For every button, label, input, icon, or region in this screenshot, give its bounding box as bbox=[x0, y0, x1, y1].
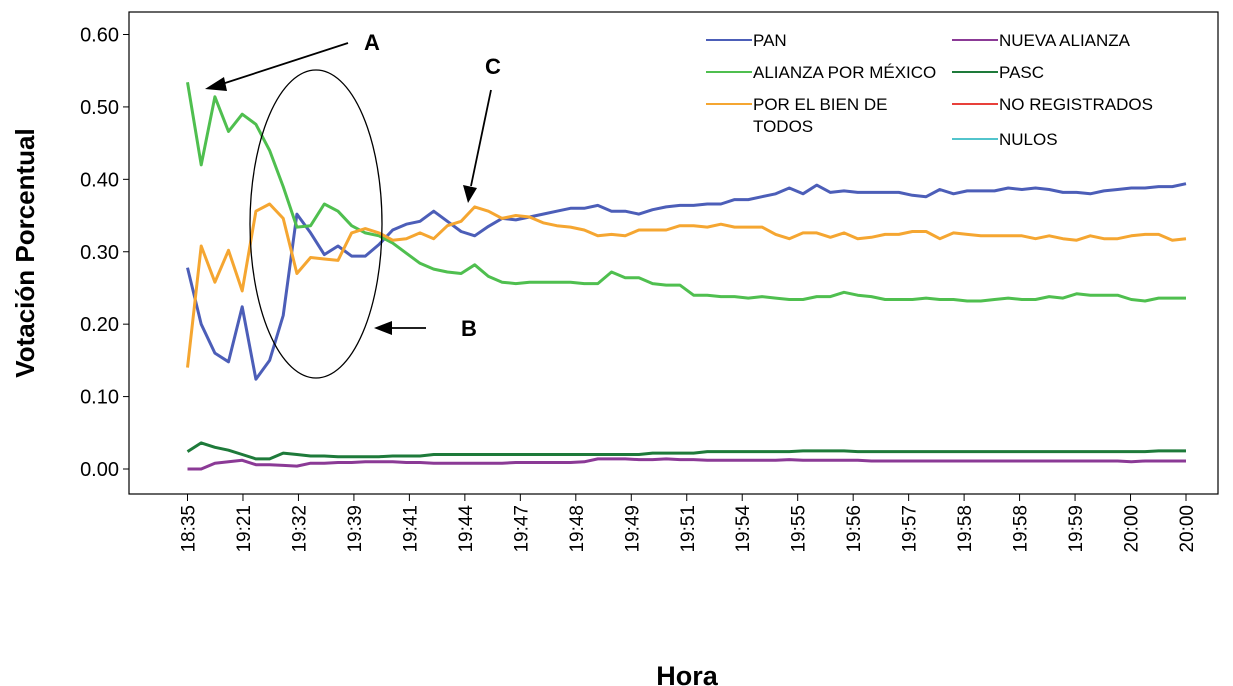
y-tick-label: 0.20 bbox=[80, 314, 119, 336]
arrow-c-line bbox=[470, 89, 492, 187]
y-tick-label: 0.00 bbox=[80, 459, 119, 481]
x-tick-label: 19:58 bbox=[1011, 505, 1032, 553]
arrow-a-line bbox=[221, 42, 349, 85]
x-tick-label: 19:55 bbox=[789, 505, 810, 553]
legend-label-nueva-alianza: NUEVA ALIANZA bbox=[999, 31, 1131, 50]
x-tick-label: 19:56 bbox=[844, 505, 865, 553]
series-line-alianza-por-m-xico bbox=[186, 82, 1186, 303]
annotations: A B C bbox=[205, 30, 501, 379]
y-axis-title: Votación Porcentual bbox=[10, 128, 40, 377]
y-tick-label: 0.50 bbox=[80, 97, 119, 119]
x-axis: 18:35 19:21 19:32 19:39 19:41 19:44 19:47 19:48… bbox=[179, 494, 1198, 553]
series-line-nueva-alianza bbox=[187, 457, 1186, 471]
y-tick-label: 0.40 bbox=[80, 169, 119, 191]
arrow-c-head bbox=[463, 185, 477, 203]
x-tick-label: 19:49 bbox=[622, 505, 643, 553]
x-tick-label: 19:44 bbox=[456, 505, 477, 553]
annotation-label-c: C bbox=[485, 54, 501, 79]
x-tick-label: 19:59 bbox=[1066, 505, 1087, 553]
series-line-pasc bbox=[186, 441, 1186, 461]
legend-label-no-registrados: NO REGISTRADOS bbox=[999, 95, 1153, 114]
x-axis-title: Hora bbox=[656, 661, 718, 686]
legend-label-nulos: NULOS bbox=[999, 130, 1058, 149]
series-line-pan bbox=[186, 182, 1187, 381]
legend-label-alianza-por-m-xico: ALIANZA POR MÉXICO bbox=[753, 63, 936, 82]
x-tick-label: 18:35 bbox=[179, 505, 200, 553]
arrow-a-head bbox=[205, 77, 227, 91]
x-tick-label: 20:00 bbox=[1177, 505, 1198, 553]
x-tick-label: 19:47 bbox=[511, 505, 532, 553]
x-tick-label: 19:41 bbox=[400, 505, 421, 553]
x-tick-label: 19:32 bbox=[289, 505, 310, 553]
series-lines bbox=[186, 82, 1187, 471]
y-tick-label: 0.30 bbox=[80, 242, 119, 264]
x-tick-label: 19:57 bbox=[900, 505, 921, 553]
x-tick-label: 19:39 bbox=[345, 505, 366, 553]
highlight-ellipse bbox=[249, 69, 383, 379]
legend-label-por-el-bien-de-todos: POR EL BIEN DE TODOS bbox=[753, 95, 887, 136]
y-tick-label: 0.10 bbox=[80, 387, 119, 409]
plot-frame bbox=[128, 11, 1219, 495]
annotation-label-a: A bbox=[364, 30, 380, 55]
arrow-b-head bbox=[374, 321, 392, 335]
annotation-label-b: B bbox=[461, 316, 477, 341]
y-axis: 0.00 0.10 0.20 0.30 0.40 0.50 0.60 bbox=[80, 25, 129, 481]
legend-label-pasc: PASC bbox=[999, 63, 1044, 82]
x-tick-label: 19:21 bbox=[234, 505, 255, 553]
series-line-por-el-bien-de-todos bbox=[186, 202, 1187, 368]
legend: PAN ALIANZA POR MÉXICO POR EL BIEN DE TODOS… bbox=[706, 31, 1153, 149]
y-tick-label: 0.60 bbox=[80, 25, 119, 47]
x-tick-label: 19:54 bbox=[733, 505, 754, 553]
x-tick-label: 20:00 bbox=[1122, 505, 1143, 553]
x-tick-label: 19:58 bbox=[955, 505, 976, 553]
plot-border bbox=[128, 11, 1219, 495]
x-tick-label: 19:51 bbox=[678, 505, 699, 553]
x-tick-label: 19:48 bbox=[567, 505, 588, 553]
legend-label-pan: PAN bbox=[753, 31, 787, 50]
